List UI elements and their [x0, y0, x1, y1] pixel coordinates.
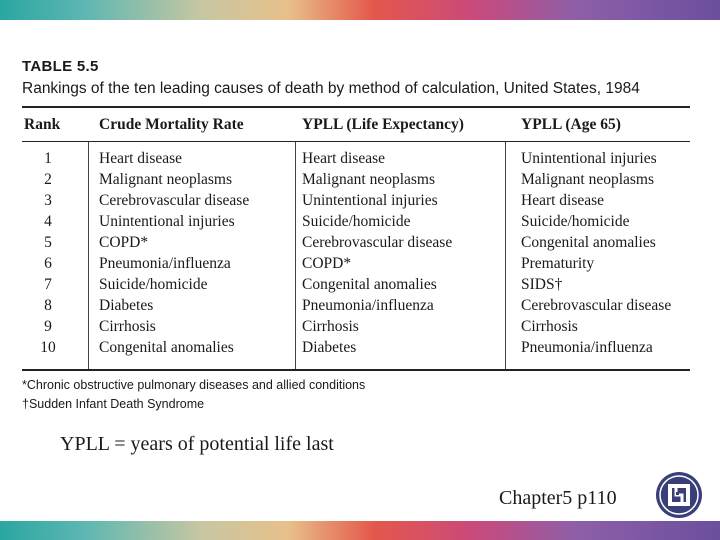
- rank-column: 1 2 3 4 5 6 7 8 9 10: [33, 148, 63, 358]
- table-cell: Congenital anomalies: [302, 276, 437, 293]
- table-cell: Heart disease: [302, 150, 386, 167]
- crude-mortality-rate-column: Heart disease Malignant neoplasms Cerebr…: [99, 148, 249, 358]
- table-cell: Suicide/homicide: [99, 276, 208, 293]
- ypll-definition-note: YPLL = years of potential life last: [60, 433, 334, 455]
- table-top-rule: [22, 106, 690, 108]
- table-bottom-rule: [22, 369, 690, 371]
- table-cell: Unintentional injuries: [521, 150, 657, 167]
- table-cell: Cerebrovascular disease: [302, 234, 453, 251]
- table-header-rule: [22, 141, 690, 142]
- bottom-gradient-bar: [0, 521, 720, 540]
- rank-cell: 6: [44, 255, 52, 272]
- table-cell: Unintentional injuries: [99, 213, 235, 230]
- table-cell: Pneumonia/influenza: [99, 255, 231, 272]
- top-gradient-bar: [0, 0, 720, 20]
- rank-cell: 3: [44, 192, 52, 209]
- footnote-sids: †Sudden Infant Death Syndrome: [22, 397, 205, 411]
- table-cell: Cerebrovascular disease: [521, 297, 672, 314]
- rank-cell: 7: [44, 276, 52, 293]
- table-cell: Cerebrovascular disease: [99, 192, 250, 209]
- rank-cell: 1: [44, 150, 52, 167]
- table-cell: Cirrhosis: [302, 318, 359, 335]
- table-cell: Congenital anomalies: [99, 339, 234, 356]
- table-cell: SIDS†: [521, 276, 563, 293]
- column-divider: [505, 142, 506, 369]
- table-cell: Unintentional injuries: [302, 192, 438, 209]
- table-cell: Prematurity: [521, 255, 595, 272]
- header-ypll-life-expectancy: YPLL (Life Expectancy): [302, 116, 464, 133]
- table-caption: Rankings of the ten leading causes of de…: [22, 80, 640, 97]
- table-cell: Diabetes: [99, 297, 154, 314]
- column-divider: [88, 142, 89, 369]
- rank-cell: 4: [44, 213, 52, 230]
- table-cell: Malignant neoplasms: [99, 171, 233, 188]
- table-cell: Malignant neoplasms: [521, 171, 655, 188]
- column-divider: [295, 142, 296, 369]
- rank-cell: 5: [44, 234, 52, 251]
- table-cell: Suicide/homicide: [302, 213, 411, 230]
- footnote-copd: *Chronic obstructive pulmonary diseases …: [22, 378, 366, 392]
- ypll-age-65-column: Unintentional injuries Malignant neoplas…: [521, 148, 671, 358]
- table-cell: Cirrhosis: [521, 318, 578, 335]
- table-cell: Congenital anomalies: [521, 234, 656, 251]
- university-logo-icon: [656, 472, 702, 518]
- table-cell: Heart disease: [99, 150, 183, 167]
- table-cell: Malignant neoplasms: [302, 171, 436, 188]
- table-cell: Pneumonia/influenza: [302, 297, 434, 314]
- header-crude-mortality-rate: Crude Mortality Rate: [99, 116, 244, 133]
- rank-cell: 10: [40, 339, 56, 356]
- table-cell: Suicide/homicide: [521, 213, 630, 230]
- rank-cell: 9: [44, 318, 52, 335]
- table-cell: COPD*: [99, 234, 149, 251]
- table-cell: Pneumonia/influenza: [521, 339, 653, 356]
- rank-cell: 2: [44, 171, 52, 188]
- table-title: TABLE 5.5: [22, 58, 99, 75]
- ypll-life-expectancy-column: Heart disease Malignant neoplasms Uninte…: [302, 148, 452, 358]
- rank-cell: 8: [44, 297, 52, 314]
- table-cell: Cirrhosis: [99, 318, 156, 335]
- header-rank: Rank: [24, 116, 61, 133]
- table-cell: Heart disease: [521, 192, 605, 209]
- header-ypll-age-65: YPLL (Age 65): [521, 116, 621, 133]
- chapter-reference: Chapter5 p110: [499, 487, 617, 509]
- table-cell: Diabetes: [302, 339, 357, 356]
- table-cell: COPD*: [302, 255, 352, 272]
